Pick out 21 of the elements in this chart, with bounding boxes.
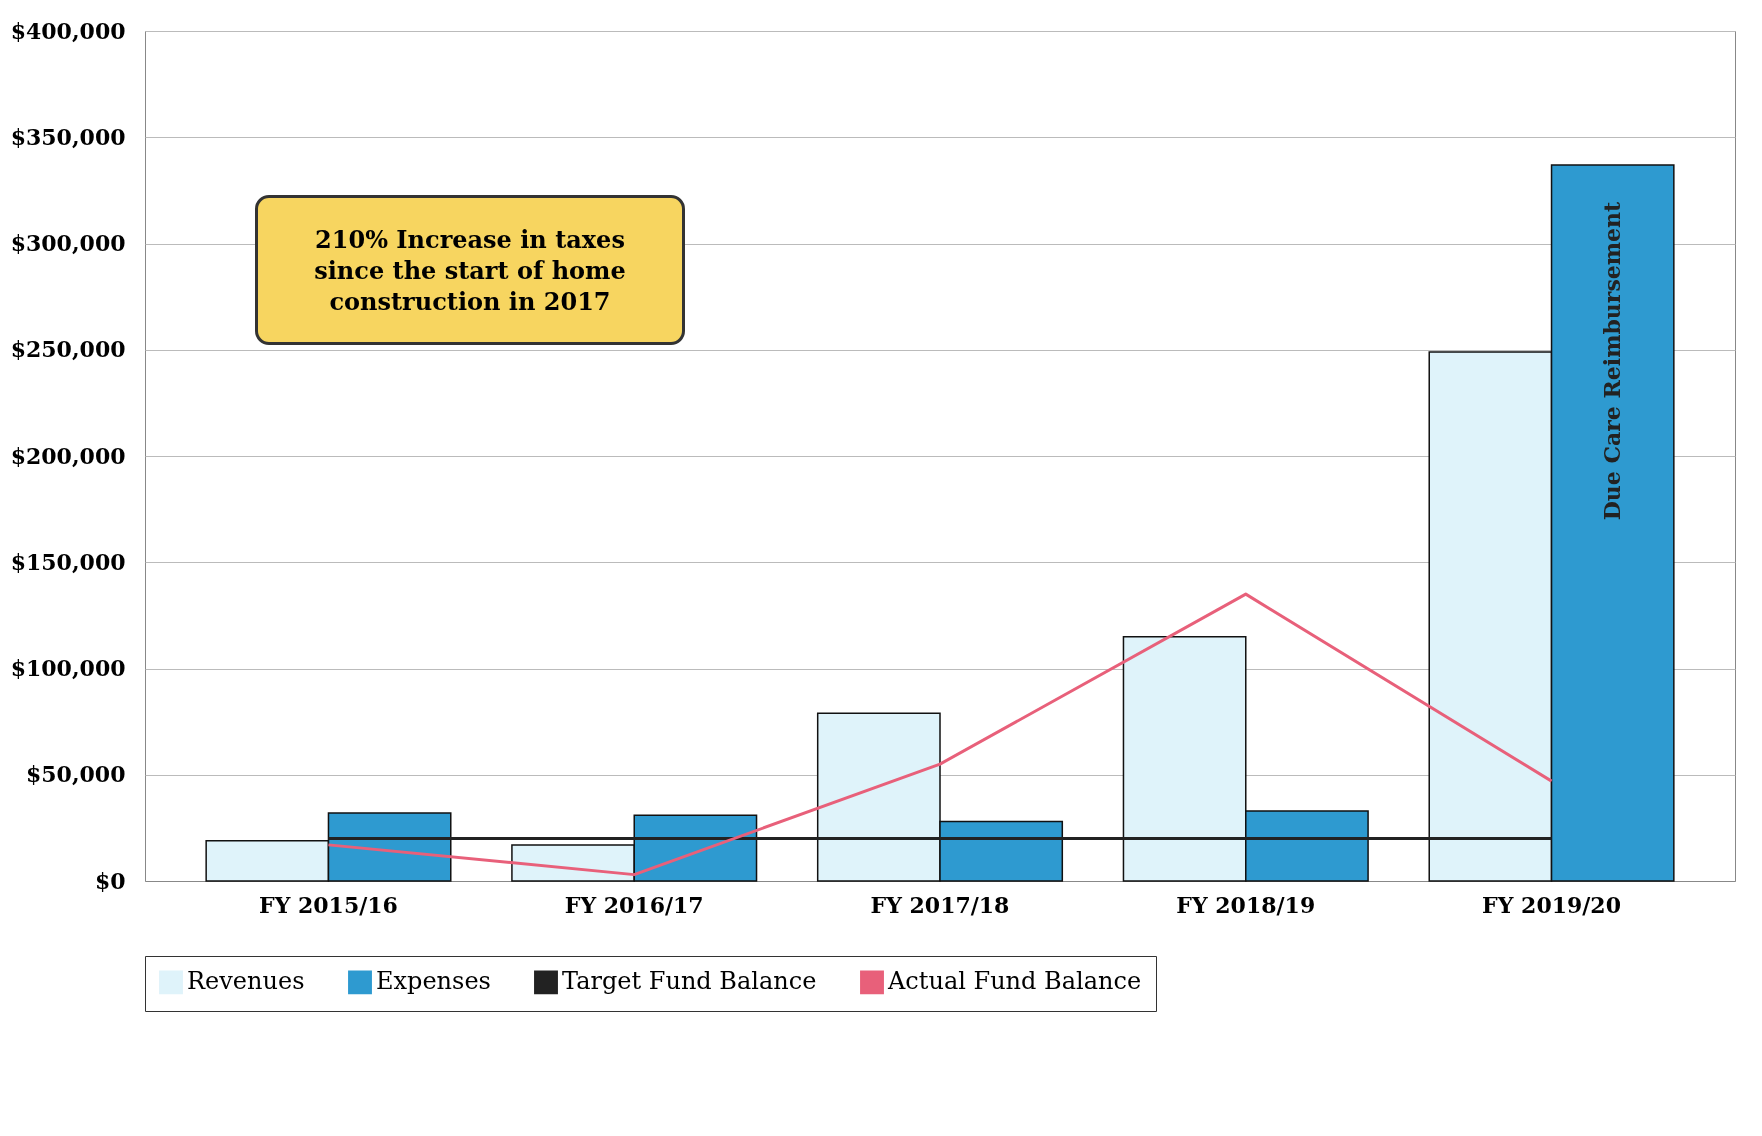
x-tick-label: FY 2019/20 xyxy=(1482,891,1621,918)
y-tick-label: $200,000 xyxy=(10,442,126,469)
legend-label: Target Fund Balance xyxy=(562,967,817,996)
y-tick-label: $150,000 xyxy=(10,548,126,575)
y-tick-label: $50,000 xyxy=(25,761,126,788)
y-tick-label: $100,000 xyxy=(10,655,126,681)
x-tick-label: FY 2016/17 xyxy=(564,891,704,918)
y-tick-label: $400,000 xyxy=(10,17,126,44)
x-tick-label: FY 2018/19 xyxy=(1176,891,1316,918)
annotation: Due Care Reimbursement xyxy=(1598,200,1625,521)
y-tick-label: $250,000 xyxy=(10,336,126,363)
legend-label: Revenues xyxy=(187,967,305,996)
legend-label: Actual Fund Balance xyxy=(887,967,1142,996)
x-tick-label: FY 2017/18 xyxy=(870,891,1010,918)
y-tick-label: $350,000 xyxy=(10,123,126,150)
scroll-banner: 210% Increase in taxes since the start of home construction in 2017 xyxy=(255,195,685,345)
x-tick-label: FY 2015/16 xyxy=(259,891,398,918)
line-series xyxy=(326,592,1554,877)
legend-label: Expenses xyxy=(376,967,491,996)
y-tick-label: $0 xyxy=(94,867,126,894)
y-tick-label: $300,000 xyxy=(10,230,126,256)
